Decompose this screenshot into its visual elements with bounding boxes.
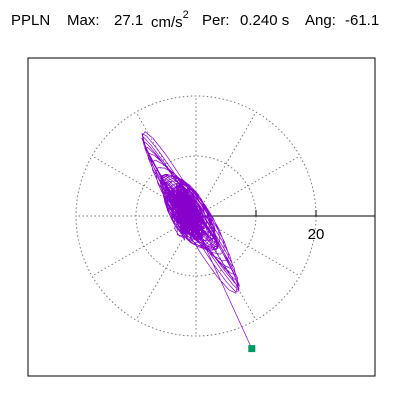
- end-marker: [248, 345, 256, 353]
- polar-axis: 20: [196, 210, 375, 243]
- grid-spoke-30: [195, 155, 301, 217]
- max-label: Max:: [67, 12, 100, 29]
- max-unit-text: cm/s: [151, 14, 183, 31]
- per-label: Per:: [202, 12, 230, 29]
- ang-value: -61.1: [345, 12, 380, 29]
- station-name: PPLN: [11, 12, 51, 29]
- chart-header: PPLN Max: 27.1 cm/s2 Per: 0.240 s Ang: -…: [0, 9, 400, 36]
- grid-spoke-60: [195, 111, 257, 217]
- max-unit: cm/s2: [151, 9, 189, 31]
- motion-trace-path: [141, 131, 253, 349]
- ang-label: Ang:: [305, 12, 336, 29]
- max-value: 27.1: [114, 12, 144, 29]
- per-value: 0.240 s: [240, 12, 290, 29]
- motion-trace: [141, 131, 253, 349]
- end-marker-group: [248, 345, 256, 353]
- axis-tick-label-20: 20: [308, 226, 325, 243]
- max-unit-exponent: 2: [182, 9, 189, 21]
- plot-frame: [27, 57, 376, 377]
